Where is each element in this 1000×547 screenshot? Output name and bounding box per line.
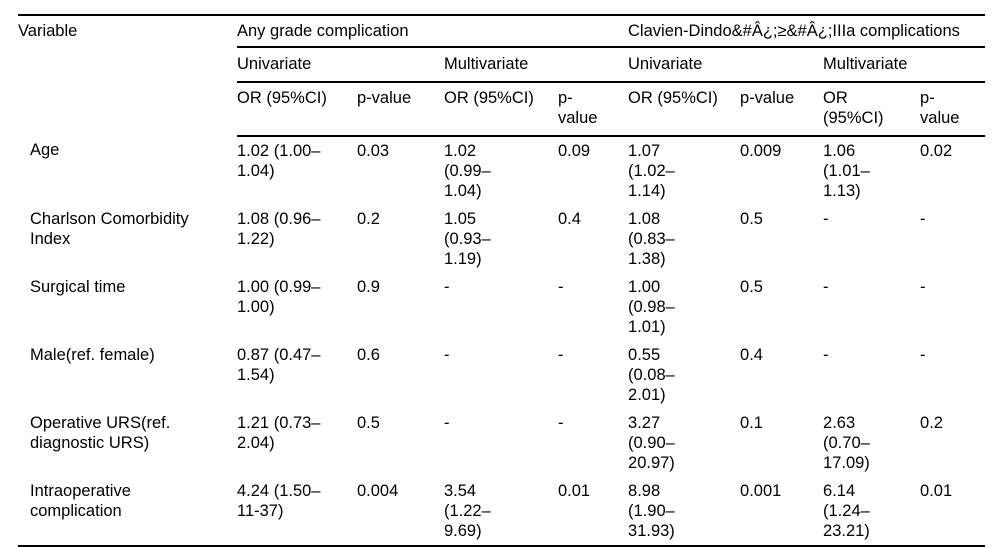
variable-label: Charlson Comorbidity Index xyxy=(30,210,189,248)
p-value-cell: 0.09 xyxy=(558,142,591,160)
column-header-p-value: p-value xyxy=(740,82,824,137)
column-header-p-value: p- value xyxy=(558,82,629,137)
p-value-cell: - xyxy=(920,210,926,228)
p-value-cell: 0.004 xyxy=(357,482,399,500)
or-ci-cell: 3.27 (0.90– 20.97) xyxy=(628,414,675,472)
or-ci-cell: 6.14 (1.24– 23.21) xyxy=(823,482,870,540)
group-header-row: Variable Any grade complication Clavien-… xyxy=(18,15,986,48)
p-value-cell: 0.009 xyxy=(740,142,782,160)
subheader-any-grade-univariate: Univariate xyxy=(237,47,444,83)
p-value-cell: 0.1 xyxy=(740,414,763,432)
or-ci-cell: 2.63 (0.70– 17.09) xyxy=(823,414,870,472)
subheader-clavien-multivariate: Multivariate xyxy=(823,47,986,83)
or-ci-cell: - xyxy=(444,414,450,432)
p-value-cell: - xyxy=(558,278,564,296)
p-value-cell: - xyxy=(558,414,564,432)
group-header-clavien-dindo-complications: Clavien-Dindo&#Â¿;≥&#Â¿;IIIa complicatio… xyxy=(628,15,986,48)
p-value-cell: 0.001 xyxy=(740,482,782,500)
variable-label: Operative URS(ref. diagnostic URS) xyxy=(30,414,171,452)
p-value-cell: 0.01 xyxy=(558,482,591,500)
subheader-any-grade-multivariate: Multivariate xyxy=(444,47,629,83)
or-ci-cell: 4.24 (1.50– 11-37) xyxy=(237,482,321,520)
or-ci-cell: - xyxy=(823,346,829,364)
table-row-age: Age 1.02 (1.00– 1.04) 0.03 1.02 (0.99– 1… xyxy=(18,136,985,205)
or-ci-cell: 8.98 (1.90– 31.93) xyxy=(628,482,675,540)
or-ci-cell: 1.02 (1.00– 1.04) xyxy=(237,142,321,180)
p-value-cell: 0.5 xyxy=(740,210,763,228)
column-header-variable: Variable xyxy=(18,22,78,40)
or-ci-cell: - xyxy=(444,346,450,364)
column-header-or-ci: OR (95%CI) xyxy=(237,82,357,137)
p-value-cell: 0.5 xyxy=(740,278,763,296)
p-value-cell: - xyxy=(920,346,926,364)
or-ci-cell: 0.87 (0.47– 1.54) xyxy=(237,346,321,384)
group-header-any-grade-complication: Any grade complication xyxy=(237,15,629,48)
or-ci-cell: 3.54 (1.22– 9.69) xyxy=(444,482,491,540)
column-header-or-ci: OR (95%CI) xyxy=(444,82,558,137)
variable-label: Age xyxy=(30,141,60,159)
or-ci-cell: 1.02 (0.99– 1.04) xyxy=(444,142,491,200)
p-value-cell: 0.02 xyxy=(920,142,953,160)
regression-results-table: Variable Any grade complication Clavien-… xyxy=(18,14,986,547)
or-ci-cell: - xyxy=(823,210,829,228)
or-ci-cell: 1.00 (0.98– 1.01) xyxy=(628,278,675,336)
measure-header-row: OR (95%CI) p-value OR (95%CI) p- value O… xyxy=(18,82,986,137)
or-ci-cell: 1.08 (0.96– 1.22) xyxy=(237,210,321,248)
column-header-p-value: p- value xyxy=(920,82,986,137)
p-value-cell: 0.2 xyxy=(357,210,380,228)
p-value-cell: 0.5 xyxy=(357,414,380,432)
variable-label: Intraoperative complication xyxy=(30,482,131,520)
paper-table-page: Variable Any grade complication Clavien-… xyxy=(0,14,1000,547)
or-ci-cell: - xyxy=(444,278,450,296)
p-value-cell: 0.01 xyxy=(920,482,953,500)
or-ci-cell: 1.06 (1.01– 1.13) xyxy=(823,142,870,200)
or-ci-cell: - xyxy=(823,278,829,296)
table-row-male: Male(ref. female) 0.87 (0.47– 1.54) 0.6 … xyxy=(18,341,985,409)
variable-label: Male(ref. female) xyxy=(30,346,155,364)
p-value-cell: 0.4 xyxy=(740,346,763,364)
or-ci-cell: 0.55 (0.08– 2.01) xyxy=(628,346,675,404)
column-header-p-value: p-value xyxy=(357,82,444,137)
p-value-cell: - xyxy=(920,278,926,296)
or-ci-cell: 1.05 (0.93– 1.19) xyxy=(444,210,491,268)
variable-label: Surgical time xyxy=(30,278,126,296)
or-ci-cell: 1.07 (1.02– 1.14) xyxy=(628,142,675,200)
column-header-or-ci: OR (95%CI) xyxy=(823,82,921,137)
or-ci-cell: 1.08 (0.83– 1.38) xyxy=(628,210,675,268)
table-row-intraoperative-complication: Intraoperative complication 4.24 (1.50– … xyxy=(18,477,985,546)
table-row-operative-urs: Operative URS(ref. diagnostic URS) 1.21 … xyxy=(18,409,985,477)
p-value-cell: 0.6 xyxy=(357,346,380,364)
p-value-cell: 0.03 xyxy=(357,142,390,160)
or-ci-cell: 1.21 (0.73– 2.04) xyxy=(237,414,321,452)
or-ci-cell: 1.00 (0.99– 1.00) xyxy=(237,278,321,316)
p-value-cell: 0.9 xyxy=(357,278,380,296)
table-row-charlson-comorbidity-index: Charlson Comorbidity Index 1.08 (0.96– 1… xyxy=(18,205,985,273)
column-header-or-ci: OR (95%CI) xyxy=(628,82,741,137)
p-value-cell: 0.4 xyxy=(558,210,581,228)
p-value-cell: - xyxy=(558,346,564,364)
p-value-cell: 0.2 xyxy=(920,414,943,432)
subheader-clavien-univariate: Univariate xyxy=(628,47,824,83)
table-row-surgical-time: Surgical time 1.00 (0.99– 1.00) 0.9 - - … xyxy=(18,273,985,341)
subgroup-header-row: Univariate Multivariate Univariate Multi… xyxy=(18,47,986,83)
